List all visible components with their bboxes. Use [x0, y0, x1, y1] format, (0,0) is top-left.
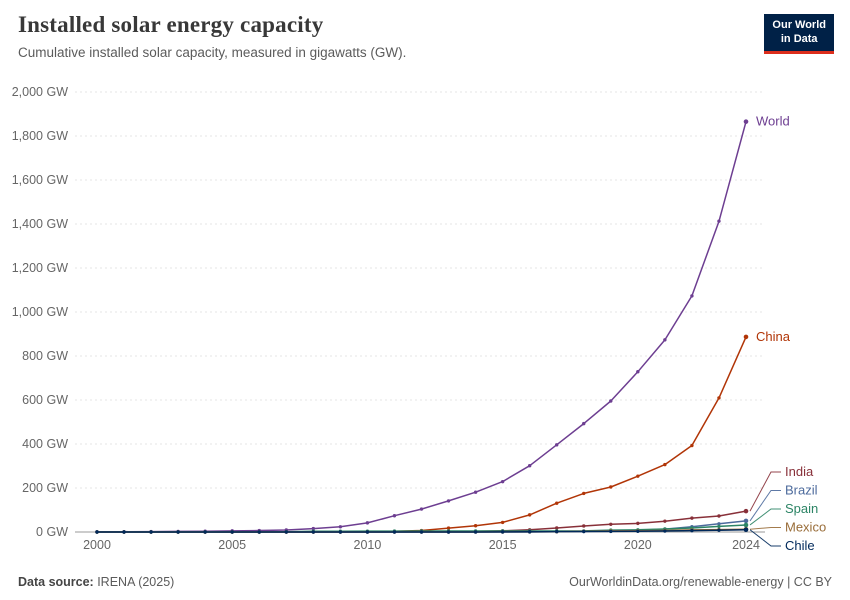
svg-text:2015: 2015 [489, 538, 517, 552]
chart-footer: Data source: IRENA (2025) OurWorldinData… [0, 564, 850, 600]
svg-text:2024: 2024 [732, 538, 760, 552]
svg-text:400 GW: 400 GW [22, 437, 68, 451]
logo-text-line2: in Data [780, 32, 818, 45]
svg-text:1,400 GW: 1,400 GW [12, 217, 68, 231]
data-source-label: Data source: [18, 575, 94, 589]
svg-text:India: India [785, 464, 814, 479]
svg-text:China: China [756, 329, 791, 344]
svg-text:2010: 2010 [354, 538, 382, 552]
svg-text:2005: 2005 [218, 538, 246, 552]
svg-text:1,000 GW: 1,000 GW [12, 305, 68, 319]
svg-text:1,600 GW: 1,600 GW [12, 173, 68, 187]
svg-text:0 GW: 0 GW [36, 525, 68, 539]
line-chart[interactable]: 0 GW 200 GW 400 GW 600 GW 800 GW 1,000 GW 1,20… [0, 85, 850, 565]
data-source-value: IRENA (2025) [93, 575, 175, 589]
svg-text:Mexico: Mexico [785, 520, 826, 535]
page-title: Installed solar energy capacity [18, 12, 324, 37]
svg-text:2,000 GW: 2,000 GW [12, 85, 68, 99]
svg-text:1,800 GW: 1,800 GW [12, 129, 68, 143]
chart-header: Installed solar energy capacity Cumulati… [18, 12, 740, 60]
owid-logo: Our World in Data [764, 14, 834, 54]
svg-text:800 GW: 800 GW [22, 349, 68, 363]
svg-text:600 GW: 600 GW [22, 393, 68, 407]
logo-text-line1: Our World [772, 19, 826, 31]
data-source: Data source: IRENA (2025) [18, 575, 174, 589]
chart-subtitle: Cumulative installed solar capacity, mea… [18, 45, 407, 60]
svg-text:2000: 2000 [83, 538, 111, 552]
svg-text:1,200 GW: 1,200 GW [12, 261, 68, 275]
svg-text:Brazil: Brazil [785, 483, 818, 498]
footer-link[interactable]: OurWorldinData.org/renewable-energy | CC… [569, 575, 832, 589]
svg-text:Chile: Chile [785, 538, 815, 553]
svg-text:World: World [756, 114, 790, 129]
svg-text:2020: 2020 [624, 538, 652, 552]
svg-text:Spain: Spain [785, 501, 818, 516]
svg-text:200 GW: 200 GW [22, 481, 68, 495]
